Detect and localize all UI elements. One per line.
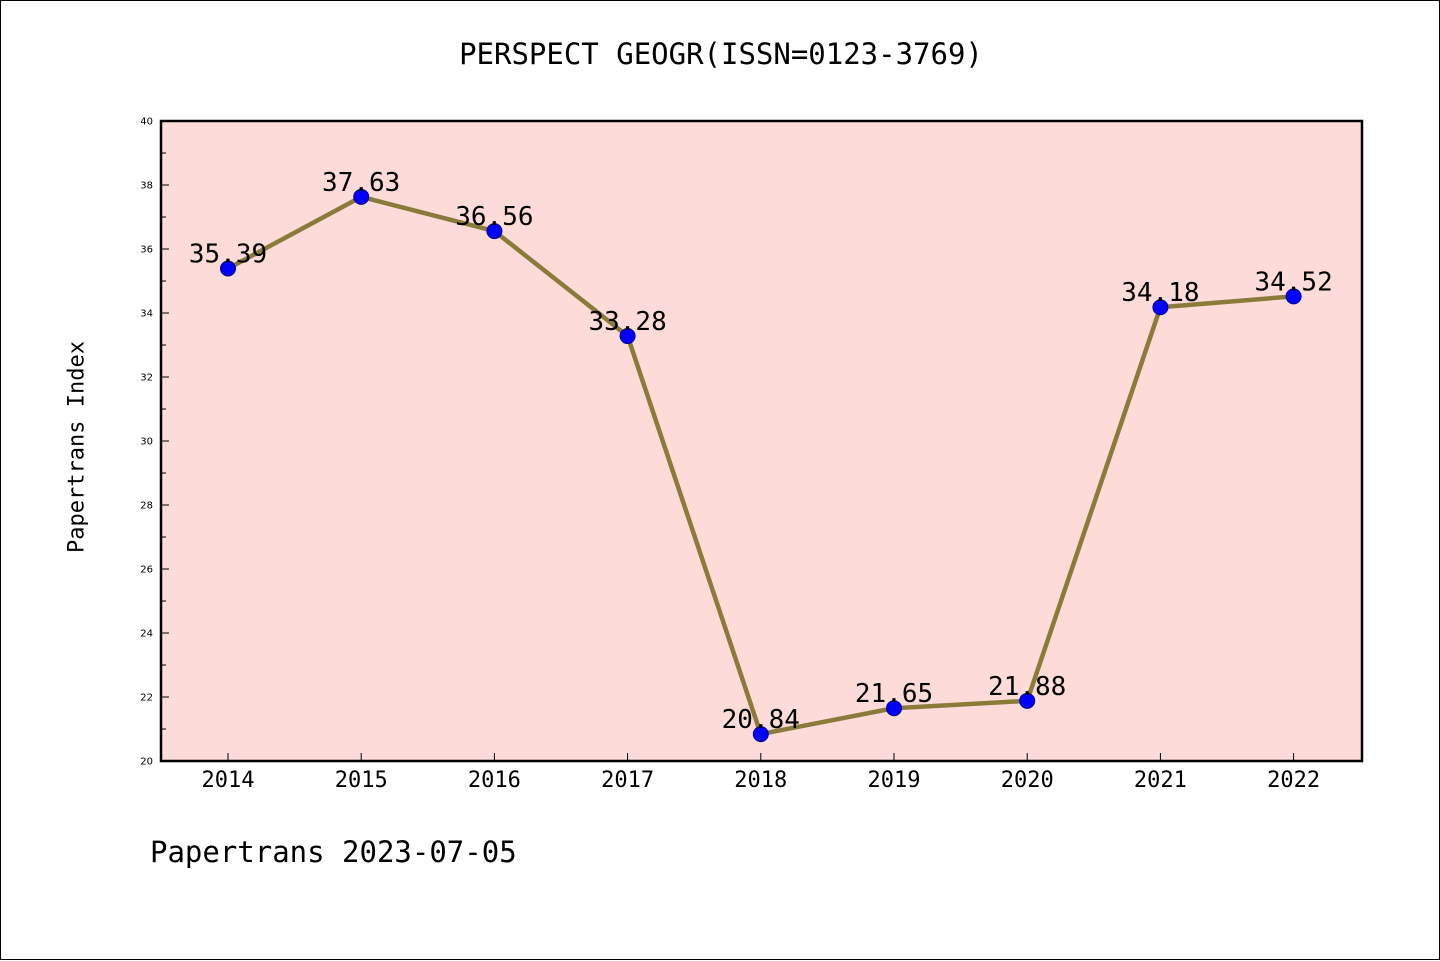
data-point [1285, 288, 1302, 305]
x-tick-label: 2015 [335, 768, 388, 793]
data-label: 36.56 [455, 202, 533, 232]
plot-border [159, 119, 1364, 763]
data-point [619, 328, 636, 345]
y-tick-label: 36 [140, 245, 153, 256]
x-tick-label: 2019 [868, 768, 921, 793]
y-tick-label: 20 [140, 757, 153, 768]
footer-date: Papertrans 2023-07-05 [150, 835, 517, 869]
x-tick-label: 2016 [468, 768, 521, 793]
y-tick-label: 22 [140, 693, 153, 704]
y-tick-label: 26 [140, 565, 153, 576]
data-point [353, 188, 370, 205]
y-tick-label: 30 [140, 437, 153, 448]
data-label: 21.65 [855, 679, 933, 709]
y-tick-label: 32 [140, 373, 153, 384]
x-tick-label: 2014 [202, 768, 255, 793]
x-tick-label: 2020 [1001, 768, 1054, 793]
x-tick-label: 2022 [1267, 768, 1320, 793]
x-tick-label: 2021 [1134, 768, 1187, 793]
y-tick-label: 38 [140, 181, 153, 192]
data-label: 33.28 [588, 307, 666, 337]
x-tick-label: 2018 [734, 768, 787, 793]
data-point [486, 223, 503, 240]
data-point [220, 260, 236, 277]
data-label: 37.63 [322, 168, 400, 198]
y-tick-label: 40 [140, 117, 153, 128]
x-tick-label: 2017 [601, 768, 654, 793]
chart-title: PERSPECT GEOGR(ISSN=0123-3769) [459, 37, 983, 71]
data-label: 20.84 [722, 705, 800, 735]
data-label: 21.88 [988, 672, 1066, 702]
data-point [1152, 299, 1169, 316]
data-label: 34.18 [1121, 278, 1199, 308]
y-tick-label: 28 [140, 501, 153, 512]
plot-background [161, 121, 1362, 761]
data-label: 34.52 [1254, 267, 1332, 297]
data-point [752, 726, 769, 743]
y-tick-label: 24 [140, 629, 153, 640]
data-point [1019, 692, 1036, 709]
y-tick-label: 34 [140, 309, 153, 320]
data-label: 35.39 [189, 240, 267, 270]
data-point [886, 700, 902, 717]
